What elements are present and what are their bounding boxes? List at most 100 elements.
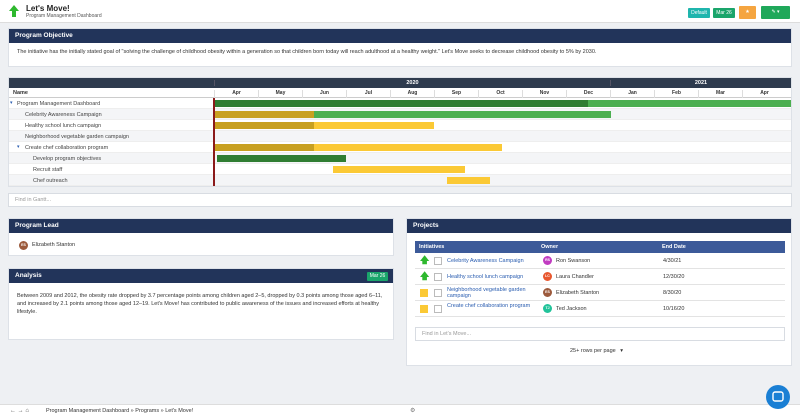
task-name: Chef outreach [33,177,68,184]
gantt-bar [333,166,465,173]
initiative-link lk[interactable]: Celebrity Awareness Campaign [447,258,524,264]
breadcrumb[interactable]: Program Management Dashboard » Programs … [46,408,194,414]
gantt-bar [214,111,314,118]
initiative-link lk[interactable]: Create chef collaboration program [447,303,531,309]
owner-name: Ron Swanson [556,258,591,264]
gantt-bar [314,111,611,118]
lead-name: Elizabeth Stanton [32,242,76,248]
avatar: ES [543,288,552,297]
panel-title: Program Lead [9,219,393,233]
initiative-link lk[interactable]: Neighborhood vegetable garden campaign [447,287,526,299]
table-row [415,253,785,269]
month-label: Oct [478,90,522,98]
month-label: May [258,90,302,98]
owner-name: Elizabeth Stanton [556,290,600,296]
chat-icon [772,391,784,402]
date-button[interactable]: Mar 26 [713,8,735,18]
gantt-row [9,153,791,164]
star-button[interactable]: ★ [739,6,756,19]
month-label: Sep [434,90,478,98]
analysis-text: Between 2009 and 2012, the obesity rate … [17,293,383,315]
year-header [9,78,791,88]
projects-search[interactable]: Find in Let's Move... [415,327,785,341]
chat-button[interactable] [766,385,790,409]
column-header: Owner [541,244,559,250]
year-label: 2020 [214,80,610,86]
month-label: Aug [390,90,434,98]
end-date: 12/30/20 [663,274,685,280]
checkbox[interactable] [434,257,442,265]
expand-icon[interactable]: ▾ [10,100,13,106]
objective-text: The initiative has the initially stated … [17,49,597,55]
edit-button[interactable]: ✎ ▾ [761,6,790,19]
avatar: LC [543,272,552,281]
date-badge: Mar 26 [367,272,388,281]
checkbox[interactable] [434,289,442,297]
gantt: Name 2020 2021 Apr May Jun Jul Aug Sep Oct Nov Dec J… [8,77,792,187]
table-header [415,241,785,253]
view-button[interactable]: Default [688,8,710,18]
nav-icons[interactable]: ← → ⌂ [10,408,29,414]
month-label: Jun [302,90,346,98]
panel-title: Projects [407,219,791,233]
task-name: Recruit staff [33,166,63,173]
settings-icon[interactable]: ⚙ [410,408,416,414]
initiative-link lk[interactable]: Healthy school lunch campaign [447,274,524,280]
bottom-bar: ← → ⌂ Program Management Dashboard » Pro… [0,404,800,418]
end-date: 4/30/21 [663,258,682,264]
avatar: RS [543,256,552,265]
task-name: Program Management Dashboard [17,100,101,107]
checkbox[interactable] [434,273,442,281]
column-header: Initiatives [419,244,445,250]
gantt-bar [588,100,791,107]
avatar: ES [19,241,28,250]
lead-panel: Program Lead ES Elizabeth Stanton [8,218,394,256]
expand-icon[interactable]: ▾ [17,144,20,150]
app-title: Let's Move! [26,4,70,13]
gantt-bar [314,144,502,151]
gantt-row [9,175,791,186]
checkbox[interactable] [434,305,442,313]
gantt-row [9,131,791,142]
name-header: Name [13,90,28,96]
gantt-bar [447,177,490,184]
status-arrow: 🡅 [420,271,430,281]
month-header [9,88,791,98]
end-date: 8/30/20 [663,290,682,296]
gantt-search[interactable]: Find in Gantt... [8,193,792,207]
month-label: Dec [566,90,610,98]
gantt-bar [214,100,588,107]
year-label: 2021 [610,80,791,86]
table-row [415,269,785,285]
owner-name: Ted Jackson [556,306,587,312]
objective-panel: Program Objective The initiative has the… [8,28,792,67]
task-name: Create chef collaboration program [25,144,109,151]
column-header: End Date [662,244,686,250]
paging-text[interactable]: 25+ rows per page [570,348,616,354]
gantt-bar [217,155,346,162]
status-square [420,305,428,313]
month-label: Jul [346,90,390,98]
month-label: Mar [698,90,742,98]
end-date: 10/16/20 [663,306,685,312]
panel-title: Program Objective [9,29,791,43]
task-name: Develop program objectives [33,155,102,162]
app-subtitle: Program Management Dashboard [26,13,102,19]
top-bar: Let's Move! Program Management Dashboard… [0,0,800,23]
task-name: Celebrity Awareness Campaign [25,111,102,118]
paging[interactable]: 25+ rows per page ▾ [570,348,624,354]
table-row [415,285,785,301]
today-line [213,98,215,186]
month-label: Jan [610,90,654,98]
gantt-bar [214,122,314,129]
avatar: TJ [543,304,552,313]
status-arrow: 🡅 [420,255,430,265]
panel-title: Analysis [9,269,393,283]
task-name: Healthy school lunch campaign [25,122,102,129]
task-name: Neighborhood vegetable garden campaign [25,133,129,140]
gantt-bar [214,144,314,151]
gantt-bar [314,122,434,129]
owner-name: Laura Chandler [556,274,594,280]
month-label: Apr [214,90,258,98]
